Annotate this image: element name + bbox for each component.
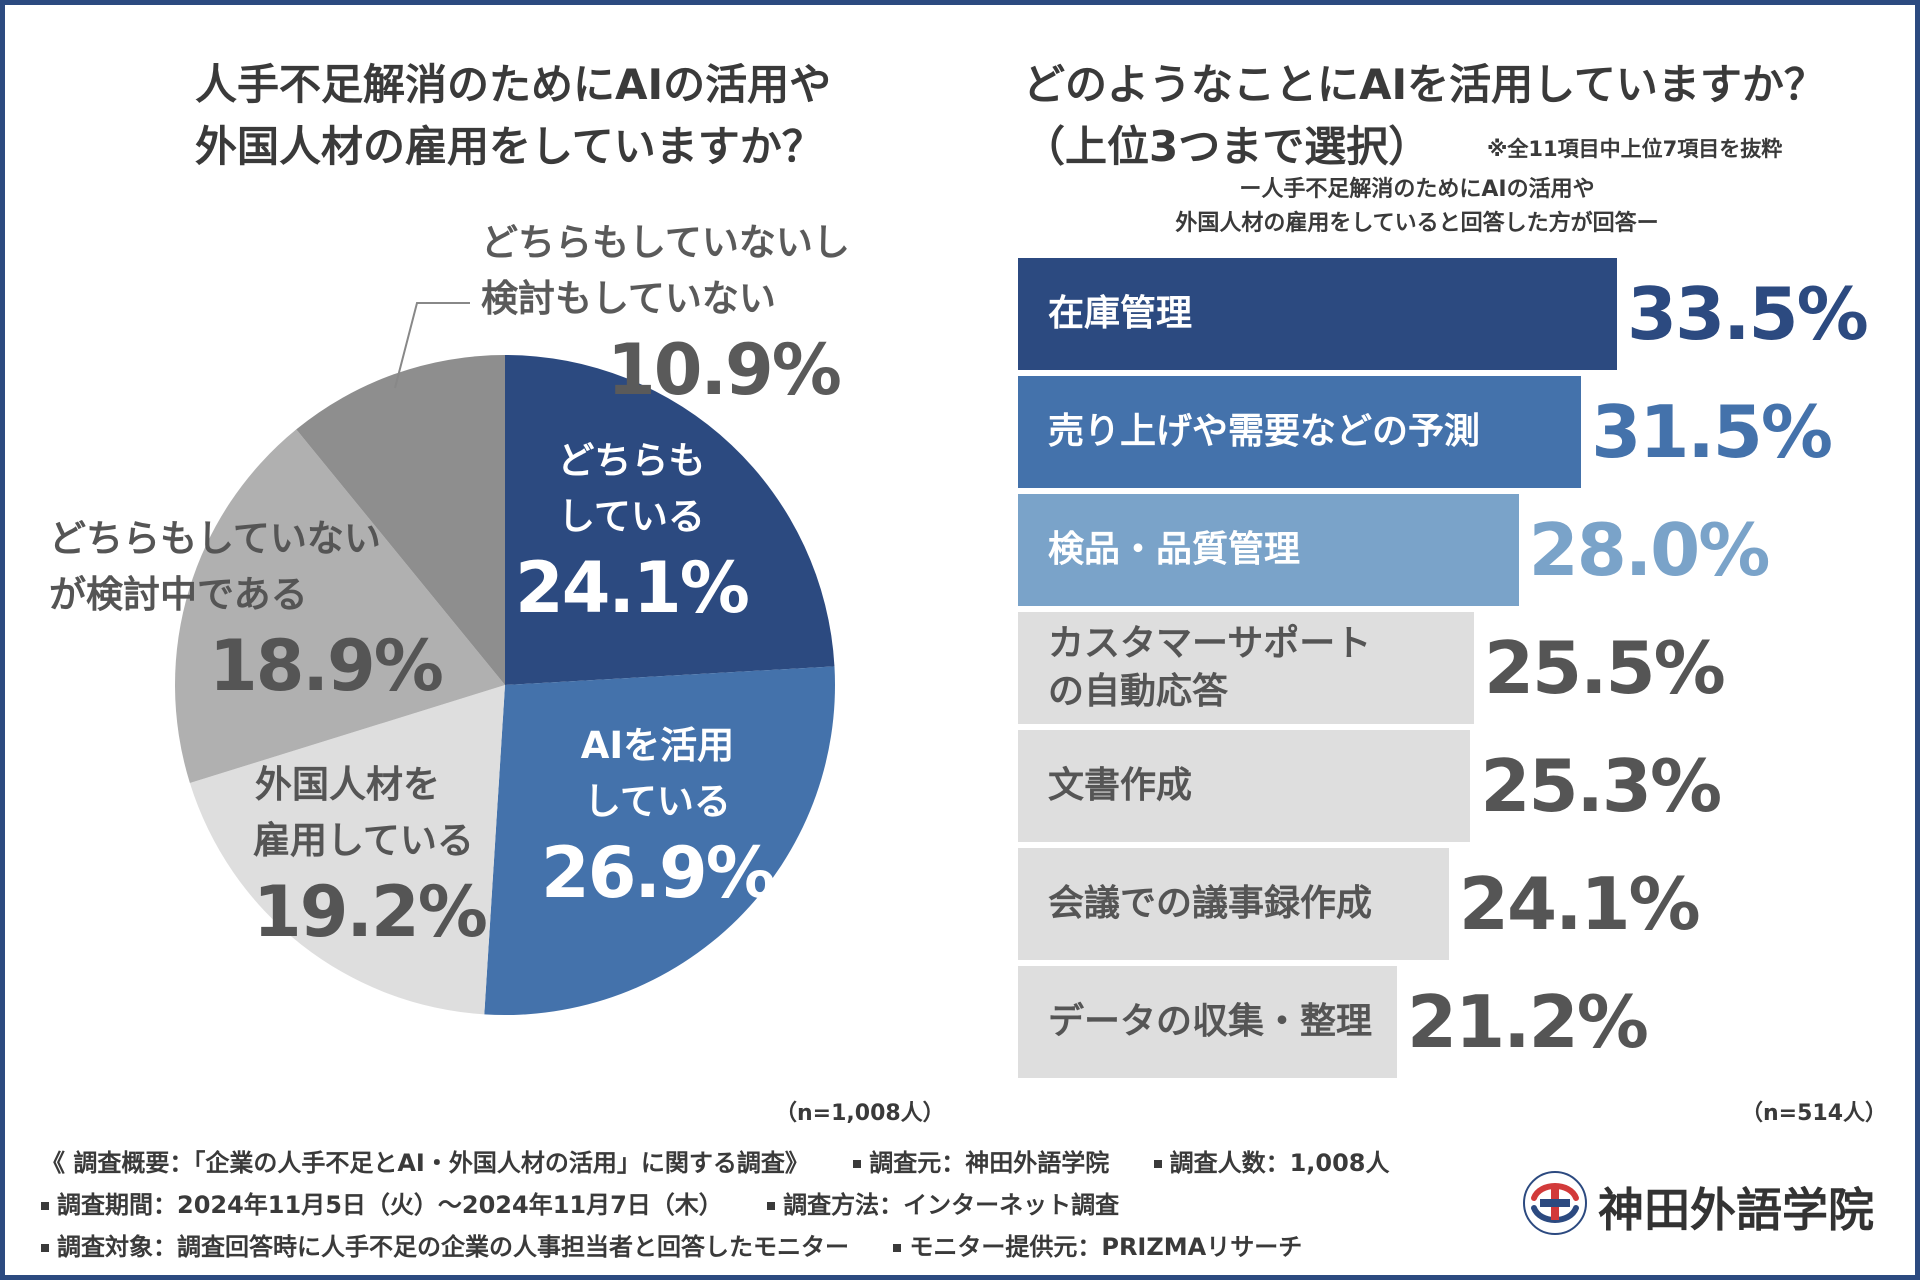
bar-0: 在庫管理 bbox=[1018, 258, 1617, 370]
footer-survey-period-text: 調査期間：2024年11月5日（火）～2024年11月7日（木） bbox=[57, 1191, 723, 1219]
bar-label-0-line1: 在庫管理 bbox=[1048, 293, 1193, 334]
bar-1: 売り上げや需要などの予測 bbox=[1018, 376, 1582, 488]
pie-slice-0 bbox=[505, 355, 835, 685]
bullet-icon bbox=[1153, 1160, 1162, 1168]
pie-label-foreign-line1: 外国人材を bbox=[255, 763, 440, 806]
bullet-icon bbox=[767, 1202, 776, 1210]
bar-4: 文書作成 bbox=[1018, 730, 1471, 842]
pie-slice-3 bbox=[175, 429, 505, 784]
pie-title-line1: 人手不足解消のためにAIの活用や bbox=[195, 60, 832, 109]
footer-survey-source: 調査元：神田外語学院 bbox=[853, 1149, 1109, 1177]
pie-label-foreign: 外国人材を 雇用している 19.2% bbox=[253, 757, 496, 955]
footer-line-1: 《 調査概要：「企業の人手不足とAI・外国人材の活用」に関する調査》 調査元：神… bbox=[41, 1143, 1426, 1183]
pie-label-considering-line1: どちらもしていない bbox=[49, 517, 381, 560]
school-emblem-icon bbox=[1523, 1171, 1587, 1235]
footer-survey-count-text: 調査人数：1,008人 bbox=[1169, 1149, 1390, 1177]
pie-label-ai-line2: している bbox=[583, 780, 731, 823]
pie-label-both-line2: している bbox=[557, 495, 705, 538]
bar-subnote-line2: 外国人材の雇用をしていると回答した方が回答ー bbox=[1175, 211, 1659, 236]
bar-label-5: 会議での議事録作成 bbox=[1048, 880, 1372, 928]
footer-survey-source-text: 調査元：神田外語学院 bbox=[869, 1149, 1110, 1177]
pie-value-considering: 18.9% bbox=[209, 625, 444, 707]
bar-label-3-line1: カスタマーサポート bbox=[1048, 623, 1372, 664]
bar-label-0: 在庫管理 bbox=[1048, 290, 1192, 338]
bar-subnote-line1: ー人手不足解消のためにAIの活用や bbox=[1239, 177, 1595, 202]
pie-slice-2 bbox=[189, 685, 505, 1015]
bar-label-1: 売り上げや需要などの予測 bbox=[1048, 408, 1480, 456]
bar-label-6: データの収集・整理 bbox=[1048, 998, 1372, 1046]
footer-survey-method-text: 調査方法：インターネット調査 bbox=[783, 1191, 1120, 1219]
footer-survey-target-text: 調査対象：調査回答時に人手不足の企業の人事担当者と回答したモニター bbox=[57, 1233, 849, 1261]
pie-label-ai-line1: AIを活用 bbox=[580, 724, 735, 767]
bar-label-1-line1: 売り上げや需要などの予測 bbox=[1048, 411, 1481, 452]
pie-label-both-line1: どちらも bbox=[557, 439, 706, 482]
pie-label-foreign-line2: 雇用している bbox=[253, 819, 474, 862]
bar-3: カスタマーサポート の自動応答 bbox=[1018, 612, 1474, 724]
pie-value-both: 24.1% bbox=[515, 547, 750, 629]
pie-slice-1 bbox=[484, 666, 836, 1015]
footer-line-3: 調査対象：調査回答時に人手不足の企業の人事担当者と回答したモニター モニター提供… bbox=[41, 1227, 1338, 1267]
bar-label-4-line1: 文書作成 bbox=[1048, 765, 1193, 806]
bar-title-line2: （上位3つまで選択） bbox=[1023, 122, 1431, 171]
pie-label-considering-line2: が検討中である bbox=[49, 573, 308, 616]
footer-survey-method: 調査方法：インターネット調査 bbox=[767, 1191, 1119, 1219]
bar-value-2: 28.0% bbox=[1528, 508, 1771, 592]
pie-value-foreign: 19.2% bbox=[253, 871, 488, 953]
footer-survey-target: 調査対象：調査回答時に人手不足の企業の人事担当者と回答したモニター bbox=[41, 1233, 849, 1261]
pie-title-line2: 外国人材の雇用をしていますか？ bbox=[195, 122, 824, 171]
bar-label-2: 検品・品質管理 bbox=[1048, 526, 1300, 574]
bar-value-1: 31.5% bbox=[1591, 390, 1833, 474]
footer-survey-count: 調査人数：1,008人 bbox=[1153, 1149, 1390, 1177]
bar-6: データの収集・整理 bbox=[1018, 966, 1398, 1078]
bullet-icon bbox=[41, 1202, 49, 1210]
bar-label-3-line2: の自動応答 bbox=[1048, 671, 1229, 712]
pie-value-ai: 26.9% bbox=[541, 832, 776, 914]
pie-sample-size: （n=1,008人） bbox=[775, 1101, 945, 1126]
bar-2: 検品・品質管理 bbox=[1018, 494, 1519, 606]
bullet-icon bbox=[893, 1244, 902, 1252]
bar-label-3: カスタマーサポート の自動応答 bbox=[1048, 620, 1371, 716]
bar-value-3: 25.5% bbox=[1483, 626, 1726, 710]
footer-monitor-provider-text: モニター提供元：PRIZMAリサーチ bbox=[909, 1233, 1303, 1261]
pie-label-ai: AIを活用 している 26.9% bbox=[541, 718, 776, 916]
pie-slice-4 bbox=[296, 355, 505, 685]
school-logo: 神田外語学院 bbox=[1520, 1168, 1880, 1238]
bar-sample-size: （n=514人） bbox=[1741, 1101, 1888, 1126]
footer-survey-summary: 《 調査概要：「企業の人手不足とAI・外国人材の活用」に関する調査》 bbox=[41, 1149, 809, 1177]
bar-label-6-line1: データの収集・整理 bbox=[1048, 1001, 1373, 1042]
pie-label-considering: どちらもしていない が検討中である 18.9% bbox=[49, 511, 444, 709]
pie-label-neither-line2: 検討もしていない bbox=[481, 277, 776, 320]
bar-title-line1: どのようなことにAIを活用していますか？ bbox=[1023, 60, 1826, 109]
bar-label-4: 文書作成 bbox=[1048, 762, 1192, 810]
pie-label-neither: どちらもしていないし 検討もしていない 10.9% bbox=[481, 215, 850, 413]
bullet-icon bbox=[853, 1160, 862, 1168]
bar-5: 会議での議事録作成 bbox=[1018, 848, 1449, 960]
bar-subnote: ー人手不足解消のためにAIの活用や 外国人材の雇用をしていると回答した方が回答ー bbox=[1087, 173, 1747, 241]
school-name: 神田外語学院 bbox=[1598, 1183, 1874, 1237]
bar-value-0: 33.5% bbox=[1626, 272, 1869, 356]
pie-label-neither-line1: どちらもしていないし bbox=[481, 221, 850, 264]
bar-value-4: 25.3% bbox=[1480, 744, 1722, 828]
pie-value-neither: 10.9% bbox=[607, 329, 842, 411]
bar-note: ※全11項目中上位7項目を抜粋 bbox=[1487, 137, 1783, 161]
bar-label-5-line1: 会議での議事録作成 bbox=[1048, 883, 1373, 924]
bar-value-5: 24.1% bbox=[1458, 862, 1701, 946]
footer-monitor-provider: モニター提供元：PRIZMAリサーチ bbox=[893, 1233, 1302, 1261]
bar-label-2-line1: 検品・品質管理 bbox=[1048, 529, 1301, 570]
bar-value-6: 21.2% bbox=[1407, 980, 1649, 1064]
bullet-icon bbox=[41, 1244, 49, 1252]
pie-chart bbox=[175, 302, 836, 1015]
footer-line-2: 調査期間：2024年11月5日（火）～2024年11月7日（木） 調査方法：イン… bbox=[41, 1185, 1155, 1225]
leader-line bbox=[394, 302, 470, 389]
footer-survey-period: 調査期間：2024年11月5日（火）～2024年11月7日（木） bbox=[41, 1191, 723, 1219]
pie-label-both: どちらも している 24.1% bbox=[515, 433, 750, 631]
